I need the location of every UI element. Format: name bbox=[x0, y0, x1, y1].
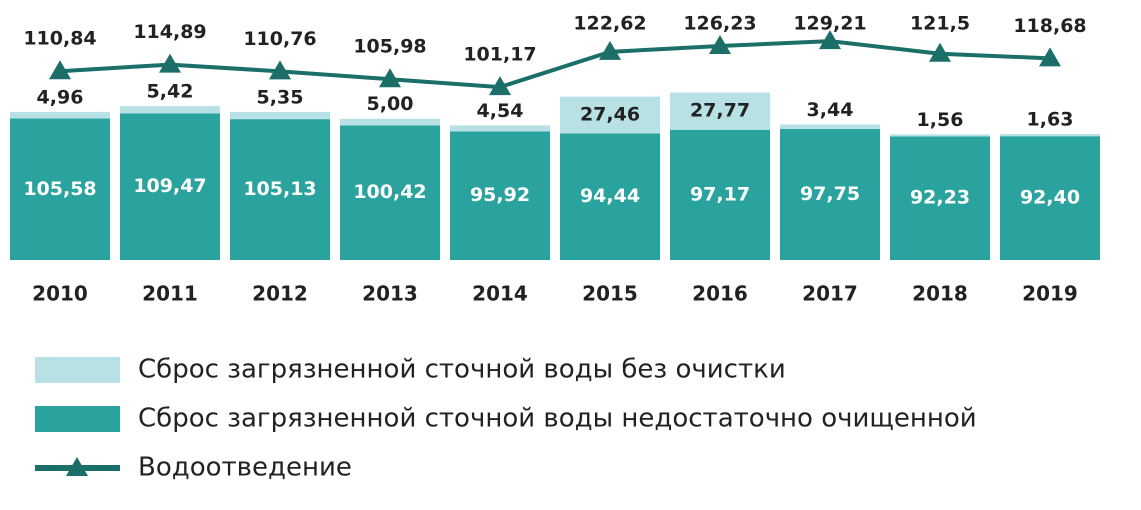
legend-swatch bbox=[35, 357, 120, 383]
x-tick-label: 2013 bbox=[362, 282, 418, 306]
x-tick-label: 2018 bbox=[912, 282, 968, 306]
bar-segment bbox=[340, 118, 440, 126]
bar-segment bbox=[340, 125, 440, 261]
bar-segment bbox=[10, 118, 110, 260]
bar-segment bbox=[670, 129, 770, 260]
x-tick-label: 2017 bbox=[802, 282, 858, 306]
legend-swatch bbox=[35, 406, 120, 432]
value-label: 114,89 bbox=[133, 21, 206, 43]
value-label: 5,00 bbox=[367, 93, 414, 115]
value-label: 94,44 bbox=[580, 185, 640, 207]
x-tick-label: 2019 bbox=[1022, 282, 1078, 306]
value-label: 4,54 bbox=[477, 100, 524, 122]
value-label: 5,35 bbox=[257, 86, 304, 108]
line-marker bbox=[269, 60, 291, 80]
value-label: 110,84 bbox=[23, 28, 96, 50]
bar-segment bbox=[560, 133, 660, 260]
bar-segment bbox=[780, 129, 880, 260]
line bbox=[59, 39, 1051, 90]
bar-segment bbox=[120, 106, 220, 114]
bar-segment bbox=[780, 124, 880, 130]
bar-segment bbox=[1000, 133, 1100, 137]
value-label: 92,40 bbox=[1020, 187, 1080, 209]
value-label: 129,21 bbox=[793, 13, 866, 35]
x-tick-label: 2011 bbox=[142, 282, 198, 306]
value-label: 97,17 bbox=[690, 183, 750, 205]
legend-label: Сброс загрязненной сточной воды недостат… bbox=[138, 404, 977, 434]
value-label: 4,96 bbox=[37, 86, 84, 108]
value-label: 1,63 bbox=[1027, 108, 1074, 130]
value-label: 122,62 bbox=[573, 13, 646, 35]
value-label: 105,13 bbox=[243, 178, 316, 200]
value-label: 105,58 bbox=[23, 178, 96, 200]
value-label: 5,42 bbox=[147, 81, 194, 103]
x-tick-label: 2012 bbox=[252, 282, 308, 306]
legend-label: Сброс загрязненной сточной воды без очис… bbox=[138, 355, 786, 385]
bar-segment bbox=[230, 119, 330, 261]
value-label: 121,5 bbox=[910, 13, 970, 35]
bar-segment bbox=[560, 96, 660, 134]
bar-segment bbox=[670, 92, 770, 130]
value-label: 3,44 bbox=[807, 99, 854, 121]
line-marker bbox=[929, 42, 951, 62]
value-label: 100,42 bbox=[353, 181, 426, 203]
line-marker bbox=[489, 76, 511, 96]
value-label: 126,23 bbox=[683, 13, 756, 35]
line-marker bbox=[159, 53, 181, 73]
bar-segment bbox=[450, 125, 550, 132]
legend-marker bbox=[66, 457, 88, 476]
value-label: 118,68 bbox=[1013, 15, 1086, 37]
x-tick-label: 2015 bbox=[582, 282, 638, 306]
line-marker bbox=[709, 34, 731, 54]
bar-segment bbox=[890, 134, 990, 137]
line-marker bbox=[599, 40, 621, 60]
value-label: 109,47 bbox=[133, 175, 206, 197]
x-tick-label: 2016 bbox=[692, 282, 748, 306]
line-marker bbox=[49, 60, 71, 80]
value-label: 95,92 bbox=[470, 184, 530, 206]
x-tick-label: 2010 bbox=[32, 282, 88, 306]
value-label: 110,76 bbox=[243, 28, 316, 50]
bar-segment bbox=[230, 111, 330, 120]
bar-segment bbox=[890, 136, 990, 260]
value-label: 92,23 bbox=[910, 187, 970, 209]
bar-segment bbox=[450, 131, 550, 260]
value-label: 1,56 bbox=[917, 109, 964, 131]
bar-segment bbox=[1000, 136, 1100, 260]
line-marker bbox=[379, 68, 401, 88]
value-label: 97,75 bbox=[800, 183, 860, 205]
bar-segment bbox=[120, 113, 220, 260]
x-tick-label: 2014 bbox=[472, 282, 528, 306]
value-label: 27,77 bbox=[690, 100, 750, 122]
value-label: 27,46 bbox=[580, 104, 640, 126]
line-marker bbox=[819, 30, 841, 50]
value-label: 101,17 bbox=[463, 44, 536, 66]
value-label: 105,98 bbox=[353, 36, 426, 58]
legend-label: Водоотведение bbox=[138, 453, 352, 483]
line-marker bbox=[1039, 47, 1061, 67]
bar-segment bbox=[10, 111, 110, 119]
